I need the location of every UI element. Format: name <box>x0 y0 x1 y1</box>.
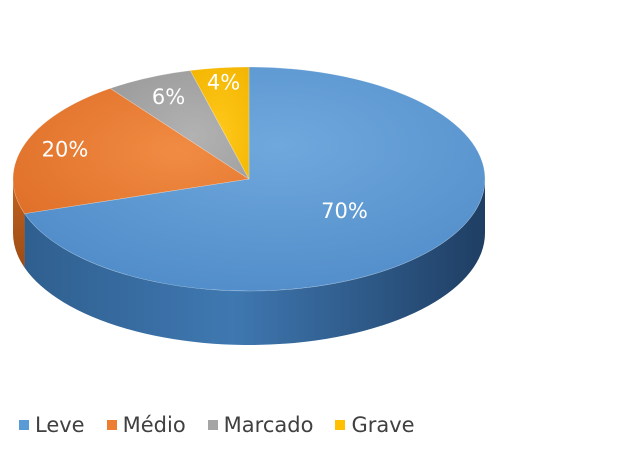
pie-slice-leve <box>24 66 486 292</box>
legend-swatch-marcado <box>207 420 218 430</box>
legend-label-marcado: Marcado <box>223 413 314 437</box>
data-label-grave: 4% <box>207 70 240 94</box>
legend-swatch-grave <box>335 420 346 430</box>
pie-slice-marcado <box>109 70 250 180</box>
data-label-medio: 20% <box>42 138 89 162</box>
pie-side-leve <box>24 179 486 345</box>
pie-label-layer: 70% 20% 6% 4% <box>42 70 368 223</box>
pie-side-medio <box>13 179 25 268</box>
legend: Leve Médio Marcado Grave <box>19 405 437 445</box>
legend-item-leve: Leve <box>19 413 85 437</box>
pie-slice-grave <box>189 66 250 180</box>
legend-label-leve: Leve <box>35 413 85 437</box>
legend-item-medio: Médio <box>106 413 186 437</box>
legend-label-medio: Médio <box>122 413 186 437</box>
legend-swatch-leve <box>19 420 29 430</box>
pie-top-layer <box>12 66 486 292</box>
data-label-leve: 70% <box>321 199 368 223</box>
legend-swatch-medio <box>106 420 117 430</box>
data-label-marcado: 6% <box>152 85 185 109</box>
pie-side-layer <box>13 179 486 345</box>
pie-slice-medio <box>12 88 250 214</box>
legend-item-grave: Grave <box>335 413 415 437</box>
legend-label-grave: Grave <box>351 413 415 437</box>
legend-item-marcado: Marcado <box>207 413 314 437</box>
